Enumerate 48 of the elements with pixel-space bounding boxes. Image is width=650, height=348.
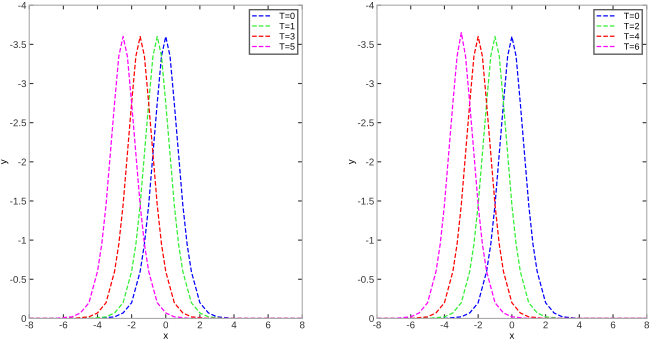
y-tick-label: -3: [366, 80, 374, 88]
y-tick-label: -0.5: [10, 276, 26, 283]
y-tick-label: -2.5: [10, 119, 26, 126]
x-tick-label: 0: [510, 321, 514, 328]
legend-label: T=4: [624, 33, 640, 40]
y-tick-label: -2.5: [358, 119, 374, 126]
legend-label: T=2: [624, 22, 640, 30]
x-tick-label: 8: [644, 321, 650, 328]
x-tick-label: -8: [25, 321, 34, 328]
x-tick-label: 4: [232, 322, 236, 328]
legend-label: T=3: [279, 33, 295, 40]
legend-label: T=0: [624, 12, 640, 20]
legend-label: T=5: [279, 43, 295, 50]
x-tick-label: 8: [300, 321, 305, 328]
y-tick-label: 0: [21, 315, 26, 322]
x-tick-label: 0: [163, 321, 168, 328]
y-axis-title: y: [348, 159, 356, 164]
legend-label: T=6: [624, 43, 640, 50]
x-tick-label: -4: [94, 322, 102, 328]
x-tick-label: 2: [543, 321, 548, 328]
y-tick-label: -0.5: [358, 276, 374, 283]
y-tick-label: -2: [18, 158, 26, 166]
y-tick-label: -2: [366, 158, 374, 166]
y-tick-label: -3.5: [358, 41, 374, 48]
y-tick-label: -1.5: [10, 198, 26, 205]
x-tick-label: -2: [474, 321, 482, 328]
y-tick-label: -3: [18, 80, 26, 88]
y-tick-label: -1.5: [358, 198, 374, 205]
x-tick-label: 4: [576, 322, 582, 328]
y-tick-label: -4: [18, 2, 26, 9]
x-tick-label: 6: [610, 321, 616, 328]
y-tick-label: 0: [369, 315, 374, 322]
x-tick-label: 2: [198, 321, 202, 328]
x-tick-label: -4: [440, 322, 448, 328]
legend-label: T=0: [279, 12, 295, 20]
x-tick-label: -2: [128, 321, 136, 328]
x-tick-label: 6: [266, 321, 270, 328]
y-tick-label: -3.5: [10, 41, 26, 48]
y-tick-label: -4: [366, 2, 374, 9]
x-tick-label: -6: [59, 321, 68, 328]
x-axis-title: x: [163, 334, 168, 339]
y-axis-title: y: [1, 159, 8, 164]
x-tick-label: -6: [406, 321, 415, 328]
y-tick-label: -1: [18, 236, 26, 244]
y-tick-label: -1: [366, 236, 374, 244]
x-tick-label: -8: [373, 321, 381, 328]
legend-label: T=1: [279, 22, 295, 30]
x-axis-title: x: [510, 334, 514, 339]
